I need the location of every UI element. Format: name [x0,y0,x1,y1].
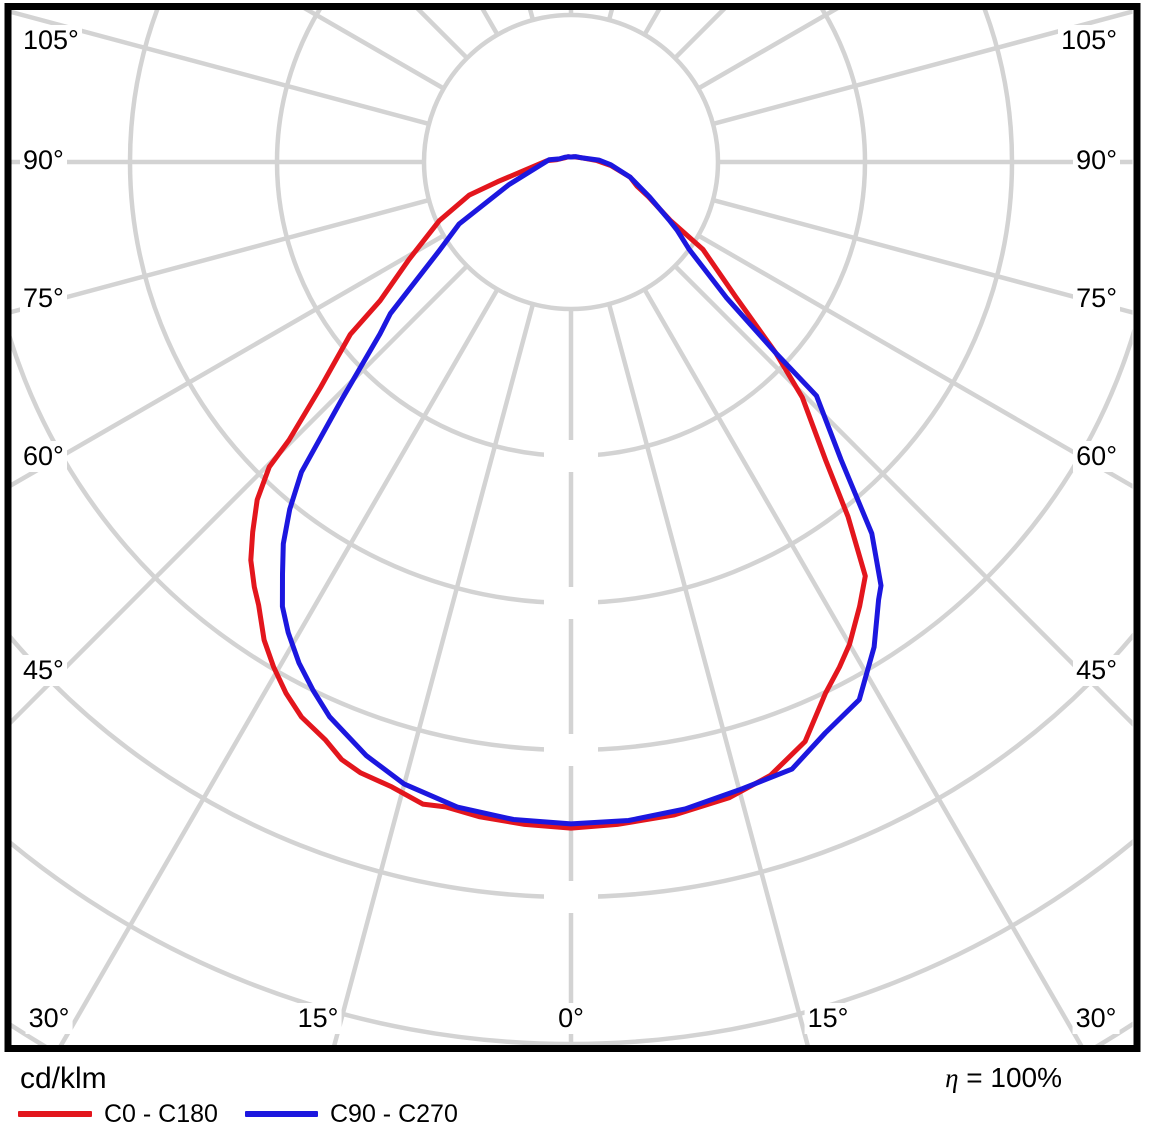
angle-label-right-60: 60° [1073,441,1120,472]
legend-label-c0-c180: C0 - C180 [104,1100,218,1128]
legend-item-c0-c180: C0 - C180 [18,1101,218,1127]
angle-label-left-45: 45° [20,655,67,686]
angle-label-bottom-30L: 30° [25,1003,73,1034]
angle-label-right-105: 105° [1058,25,1120,56]
angle-label-bottom-0: 0° [555,1003,587,1034]
angle-label-bottom-30R: 30° [1072,1003,1120,1034]
curve-c0-c180 [248,154,868,831]
angle-label-left-60: 60° [20,441,67,472]
legend-line-c0-c180 [18,1111,92,1117]
legend-item-c90-c270: C90 - C270 [245,1101,458,1127]
radial-unit-label: cd/klm [20,1062,107,1095]
efficiency-label: η = 100% [945,1062,1062,1094]
plot-border [4,3,1141,1052]
legend-line-c90-c270 [245,1111,318,1117]
angle-label-right-45: 45° [1073,655,1120,686]
angle-label-left-105: 105° [20,25,82,56]
legend-label-c90-c270: C90 - C270 [330,1100,458,1128]
angle-label-bottom-15R: 15° [804,1003,852,1034]
angle-label-bottom-15L: 15° [294,1003,342,1034]
eta-symbol: η [945,1063,959,1093]
angle-label-left-75: 75° [20,283,67,314]
eta-value-text: = 100% [966,1062,1062,1093]
angle-label-left-90: 90° [20,145,67,176]
curve-c90-c270 [279,154,884,827]
angle-label-right-90: 90° [1073,145,1120,176]
angle-label-right-75: 75° [1073,283,1120,314]
